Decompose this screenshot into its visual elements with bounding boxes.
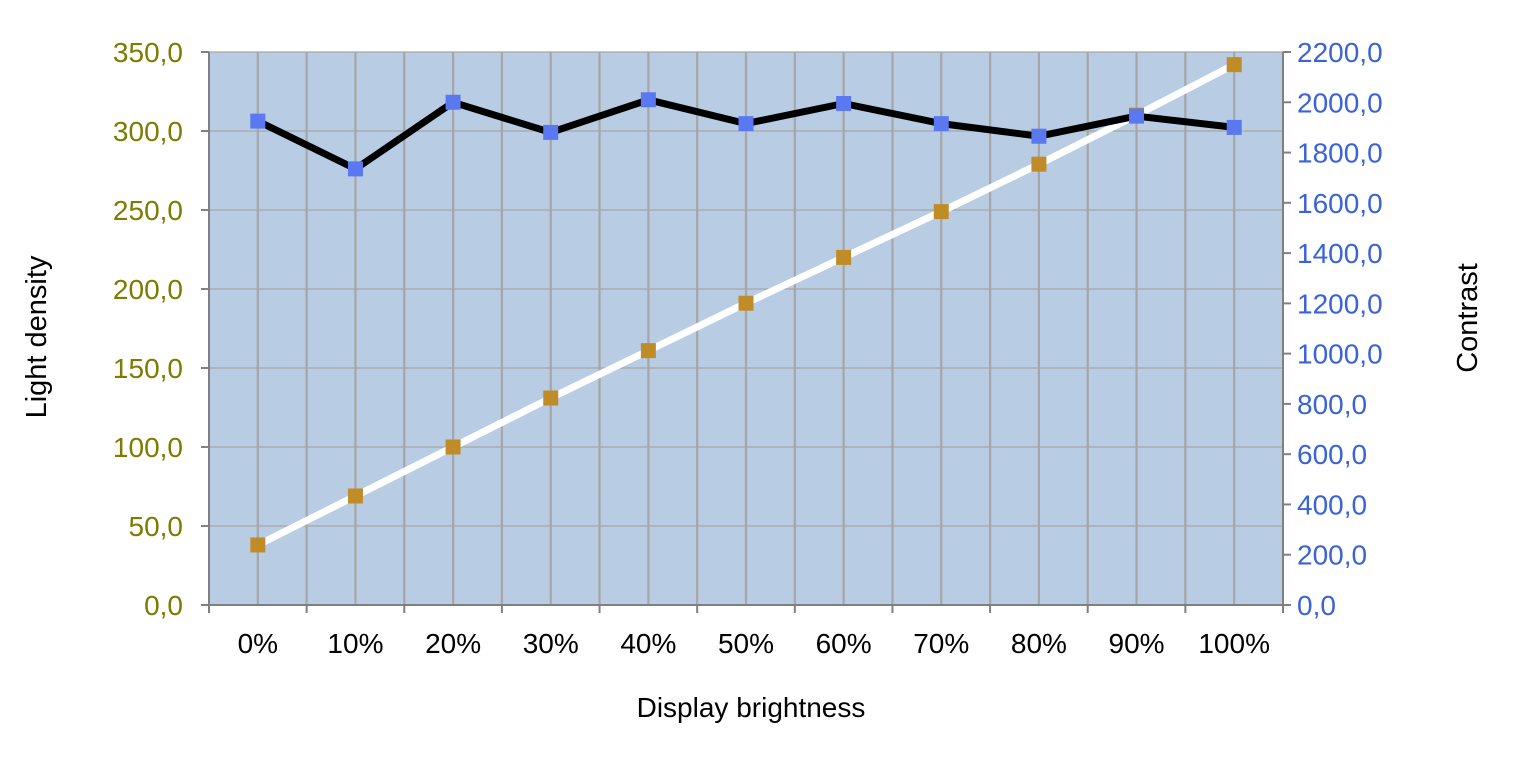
- y-left-tick-label: 0,0: [144, 590, 183, 621]
- y-axis-left-label: Light density: [21, 255, 53, 418]
- x-tick-label: 10%: [327, 628, 383, 659]
- series-2-point: [1031, 128, 1047, 144]
- y-left-tick-label: 100,0: [113, 432, 183, 463]
- x-axis-label: Display brightness: [637, 692, 866, 723]
- series: [250, 57, 1242, 553]
- y-left-tick-label: 150,0: [113, 353, 183, 384]
- series-1-point: [738, 295, 754, 311]
- x-tick-label: 20%: [425, 628, 481, 659]
- series-2-point: [1129, 108, 1145, 124]
- series-1-point: [836, 249, 852, 265]
- y-left-tick-label: 250,0: [113, 195, 183, 226]
- series-2-point: [445, 94, 461, 110]
- y-right-tick-label: 200,0: [1297, 540, 1367, 571]
- series-2-point: [543, 124, 559, 140]
- y-left-tick-label: 50,0: [129, 511, 184, 542]
- series-1-point: [933, 204, 949, 220]
- series-1-point: [250, 537, 266, 553]
- y-right-tick-label: 0,0: [1297, 590, 1336, 621]
- y-left-tick-label: 300,0: [113, 116, 183, 147]
- y-right-tick-label: 600,0: [1297, 439, 1367, 470]
- series-2-point: [836, 96, 852, 112]
- x-tick-label: 40%: [620, 628, 676, 659]
- x-tick-label: 80%: [1011, 628, 1067, 659]
- y-right-tick-label: 1200,0: [1297, 288, 1383, 319]
- y-right-tick-label: 1400,0: [1297, 238, 1383, 269]
- y-right-tick-label: 1000,0: [1297, 339, 1383, 370]
- x-tick-label: 60%: [816, 628, 872, 659]
- series-2-point: [933, 116, 949, 132]
- y-left-tick-label: 350,0: [113, 37, 183, 68]
- axes: [201, 51, 1291, 613]
- series-1-point: [445, 439, 461, 455]
- series-2-point: [1226, 119, 1242, 135]
- y-axis-right-label: Contrast: [1452, 263, 1484, 373]
- y-right-tick-label: 2000,0: [1297, 87, 1383, 118]
- x-tick-label: 0%: [238, 628, 278, 659]
- x-tick-label: 90%: [1109, 628, 1165, 659]
- x-tick-label: 50%: [718, 628, 774, 659]
- y-left-tick-label: 200,0: [113, 274, 183, 305]
- x-tick-label: 30%: [523, 628, 579, 659]
- y-right-tick-label: 1600,0: [1297, 188, 1383, 219]
- y-right-tick-label: 1800,0: [1297, 138, 1383, 169]
- series-1-point: [1226, 57, 1242, 73]
- series-2-point: [250, 113, 266, 129]
- series-1-point: [640, 343, 656, 359]
- x-tick-label: 100%: [1198, 628, 1270, 659]
- y-right-tick-label: 2200,0: [1297, 37, 1383, 68]
- tick-labels: 0,0 50,0 100,0 150,0 200,0 250,0 300,0 350,0 0,0…: [113, 37, 1383, 659]
- series-2-point: [347, 161, 363, 177]
- series-1-point: [543, 390, 559, 406]
- y-right-tick-label: 800,0: [1297, 389, 1367, 420]
- x-tick-label: 70%: [913, 628, 969, 659]
- series-1-point: [347, 488, 363, 504]
- series-2-point: [640, 92, 656, 108]
- series-2-point: [738, 116, 754, 132]
- y-right-tick-label: 400,0: [1297, 489, 1367, 520]
- series-1-point: [1031, 156, 1047, 172]
